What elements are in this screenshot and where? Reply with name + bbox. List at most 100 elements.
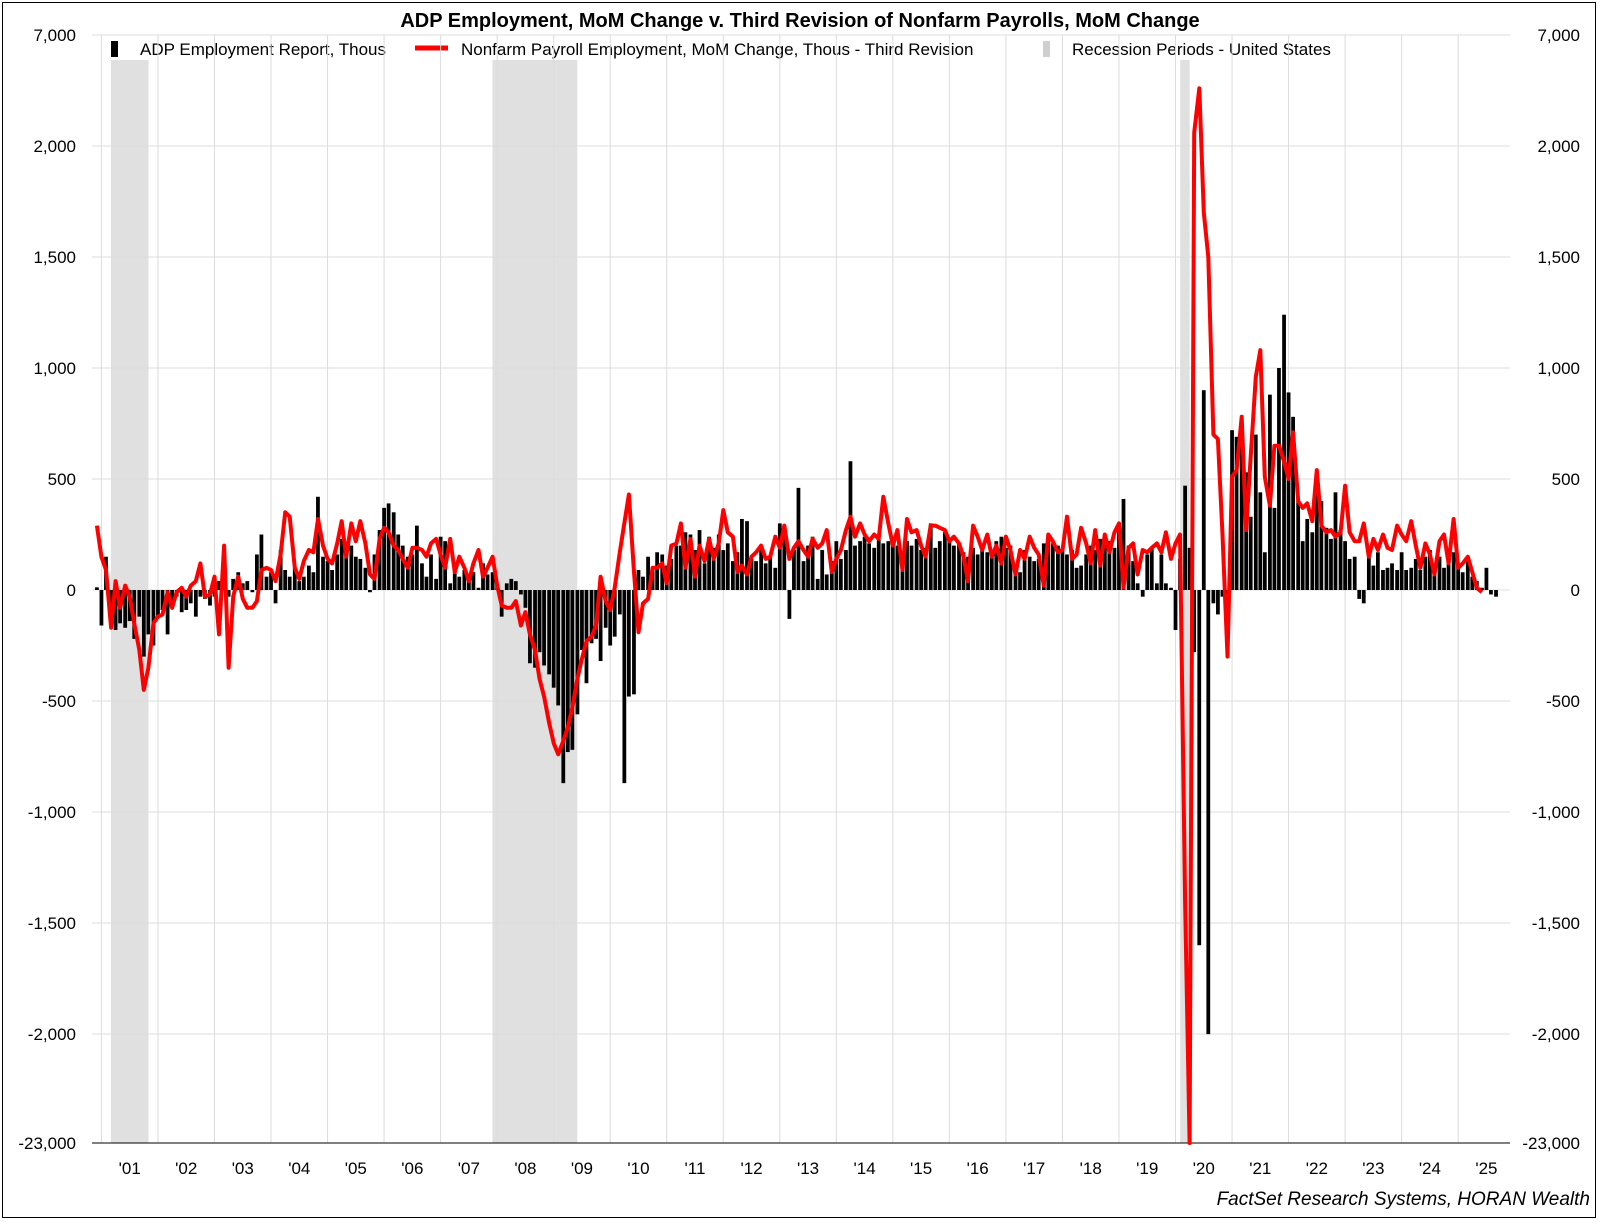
adp-bar-235	[1201, 390, 1206, 590]
adp-bar-0	[95, 587, 99, 590]
adp-bar-68	[414, 525, 419, 590]
adp-bar-152	[810, 536, 815, 590]
adp-bar-140	[754, 561, 758, 590]
adp-bar-208	[1074, 567, 1079, 590]
adp-bar-217	[1117, 530, 1121, 590]
adp-bar-49	[325, 561, 330, 590]
adp-bar-97	[551, 590, 556, 688]
adp-bar-142	[763, 563, 768, 590]
adp-bar-6	[123, 590, 128, 628]
adp-bar-165	[872, 547, 877, 590]
adp-bar-129	[702, 563, 707, 590]
adp-bar-103	[580, 590, 584, 650]
x-tick-14: '15	[910, 1159, 932, 1178]
adp-bar-274	[1385, 567, 1390, 590]
adp-bar-263	[1333, 492, 1338, 590]
adp-bar-210	[1084, 554, 1089, 590]
adp-bar-43	[297, 581, 302, 590]
adp-bar-236	[1206, 590, 1211, 1035]
adp-bar-250	[1272, 507, 1277, 590]
adp-bar-246	[1253, 434, 1258, 590]
adp-bar-73	[438, 536, 443, 590]
adp-bar-180	[942, 532, 947, 590]
adp-bar-89	[513, 581, 518, 590]
adp-bar-292	[1470, 576, 1475, 590]
adp-bar-161	[853, 545, 857, 590]
adp-bar-167	[881, 543, 886, 590]
adp-bar-176	[923, 547, 928, 590]
adp-bar-series	[95, 314, 1498, 1035]
x-tick-4: '05	[345, 1159, 367, 1178]
adp-bar-222	[1140, 590, 1145, 597]
adp-bar-126	[688, 534, 693, 590]
adp-bar-256	[1300, 541, 1305, 590]
adp-bar-285	[1437, 556, 1442, 590]
adp-bar-278	[1404, 570, 1409, 590]
adp-bar-163	[862, 536, 867, 590]
x-tick-12: '13	[797, 1159, 819, 1178]
adp-bar-147	[787, 590, 792, 619]
adp-bar-58	[368, 590, 372, 593]
adp-bar-262	[1329, 538, 1333, 590]
legend-label-adp: ADP Employment Report, Thous	[140, 40, 386, 59]
adp-bar-31	[240, 583, 245, 590]
adp-bar-70	[424, 576, 429, 590]
x-tick-0: '01	[119, 1159, 141, 1178]
adp-bar-221	[1135, 583, 1140, 590]
adp-bar-114	[632, 590, 636, 695]
legend: ADP Employment Report, Thous Nonfarm Pay…	[111, 40, 1331, 59]
adp-bar-72	[434, 578, 438, 590]
adp-bar-107	[598, 590, 603, 662]
adp-bar-135	[730, 561, 735, 590]
x-tick-1: '02	[175, 1159, 197, 1178]
adp-bar-182	[952, 545, 956, 590]
adp-bar-195	[1013, 567, 1018, 590]
adp-bar-175	[919, 550, 924, 590]
adp-bar-188	[980, 550, 985, 590]
adp-bar-270	[1366, 552, 1371, 590]
adp-bar-3	[109, 590, 113, 617]
adp-bar-47	[316, 496, 320, 590]
adp-bar-54	[349, 545, 354, 590]
x-tick-6: '07	[458, 1159, 480, 1178]
adp-bar-294	[1480, 587, 1484, 590]
adp-bar-264	[1338, 530, 1343, 590]
adp-bar-170	[895, 545, 900, 590]
adp-bar-271	[1371, 565, 1376, 590]
adp-bar-282	[1423, 556, 1428, 590]
adp-bar-254	[1291, 416, 1295, 590]
adp-bar-225	[1154, 583, 1159, 590]
adp-bar-272	[1376, 552, 1380, 590]
adp-bar-283	[1428, 550, 1432, 590]
adp-bar-60	[377, 530, 382, 590]
y-tick-right-7: 1,000	[1537, 359, 1580, 378]
y-tick-right-6: 500	[1552, 470, 1580, 489]
adp-bar-22	[198, 590, 203, 597]
adp-bar-291	[1465, 556, 1470, 590]
adp-bar-179	[937, 541, 942, 590]
adp-bar-166	[876, 538, 881, 590]
adp-bar-168	[886, 541, 891, 590]
adp-bar-162	[858, 541, 862, 590]
adp-bar-273	[1381, 570, 1385, 590]
y-tick-right-5: 0	[1571, 581, 1580, 600]
adp-bar-269	[1361, 590, 1366, 604]
adp-bar-202	[1046, 534, 1051, 590]
adp-bar-232	[1187, 547, 1192, 590]
x-tick-23: '24	[1419, 1159, 1441, 1178]
adp-bar-67	[410, 554, 415, 590]
adp-bar-14	[160, 590, 165, 610]
adp-bar-95	[542, 590, 546, 666]
adp-bar-159	[844, 550, 848, 590]
y-tick-left-4: -500	[42, 692, 76, 711]
adp-bar-186	[971, 547, 976, 590]
adp-bar-119	[655, 552, 660, 590]
adp-bar-20	[188, 590, 193, 604]
adp-bar-286	[1442, 567, 1446, 590]
x-tick-8: '09	[571, 1159, 593, 1178]
nfp-line	[94, 86, 1484, 1145]
x-tick-9: '10	[627, 1159, 649, 1178]
adp-bar-51	[335, 554, 340, 590]
adp-bar-247	[1258, 492, 1263, 590]
adp-bar-251	[1277, 368, 1281, 590]
